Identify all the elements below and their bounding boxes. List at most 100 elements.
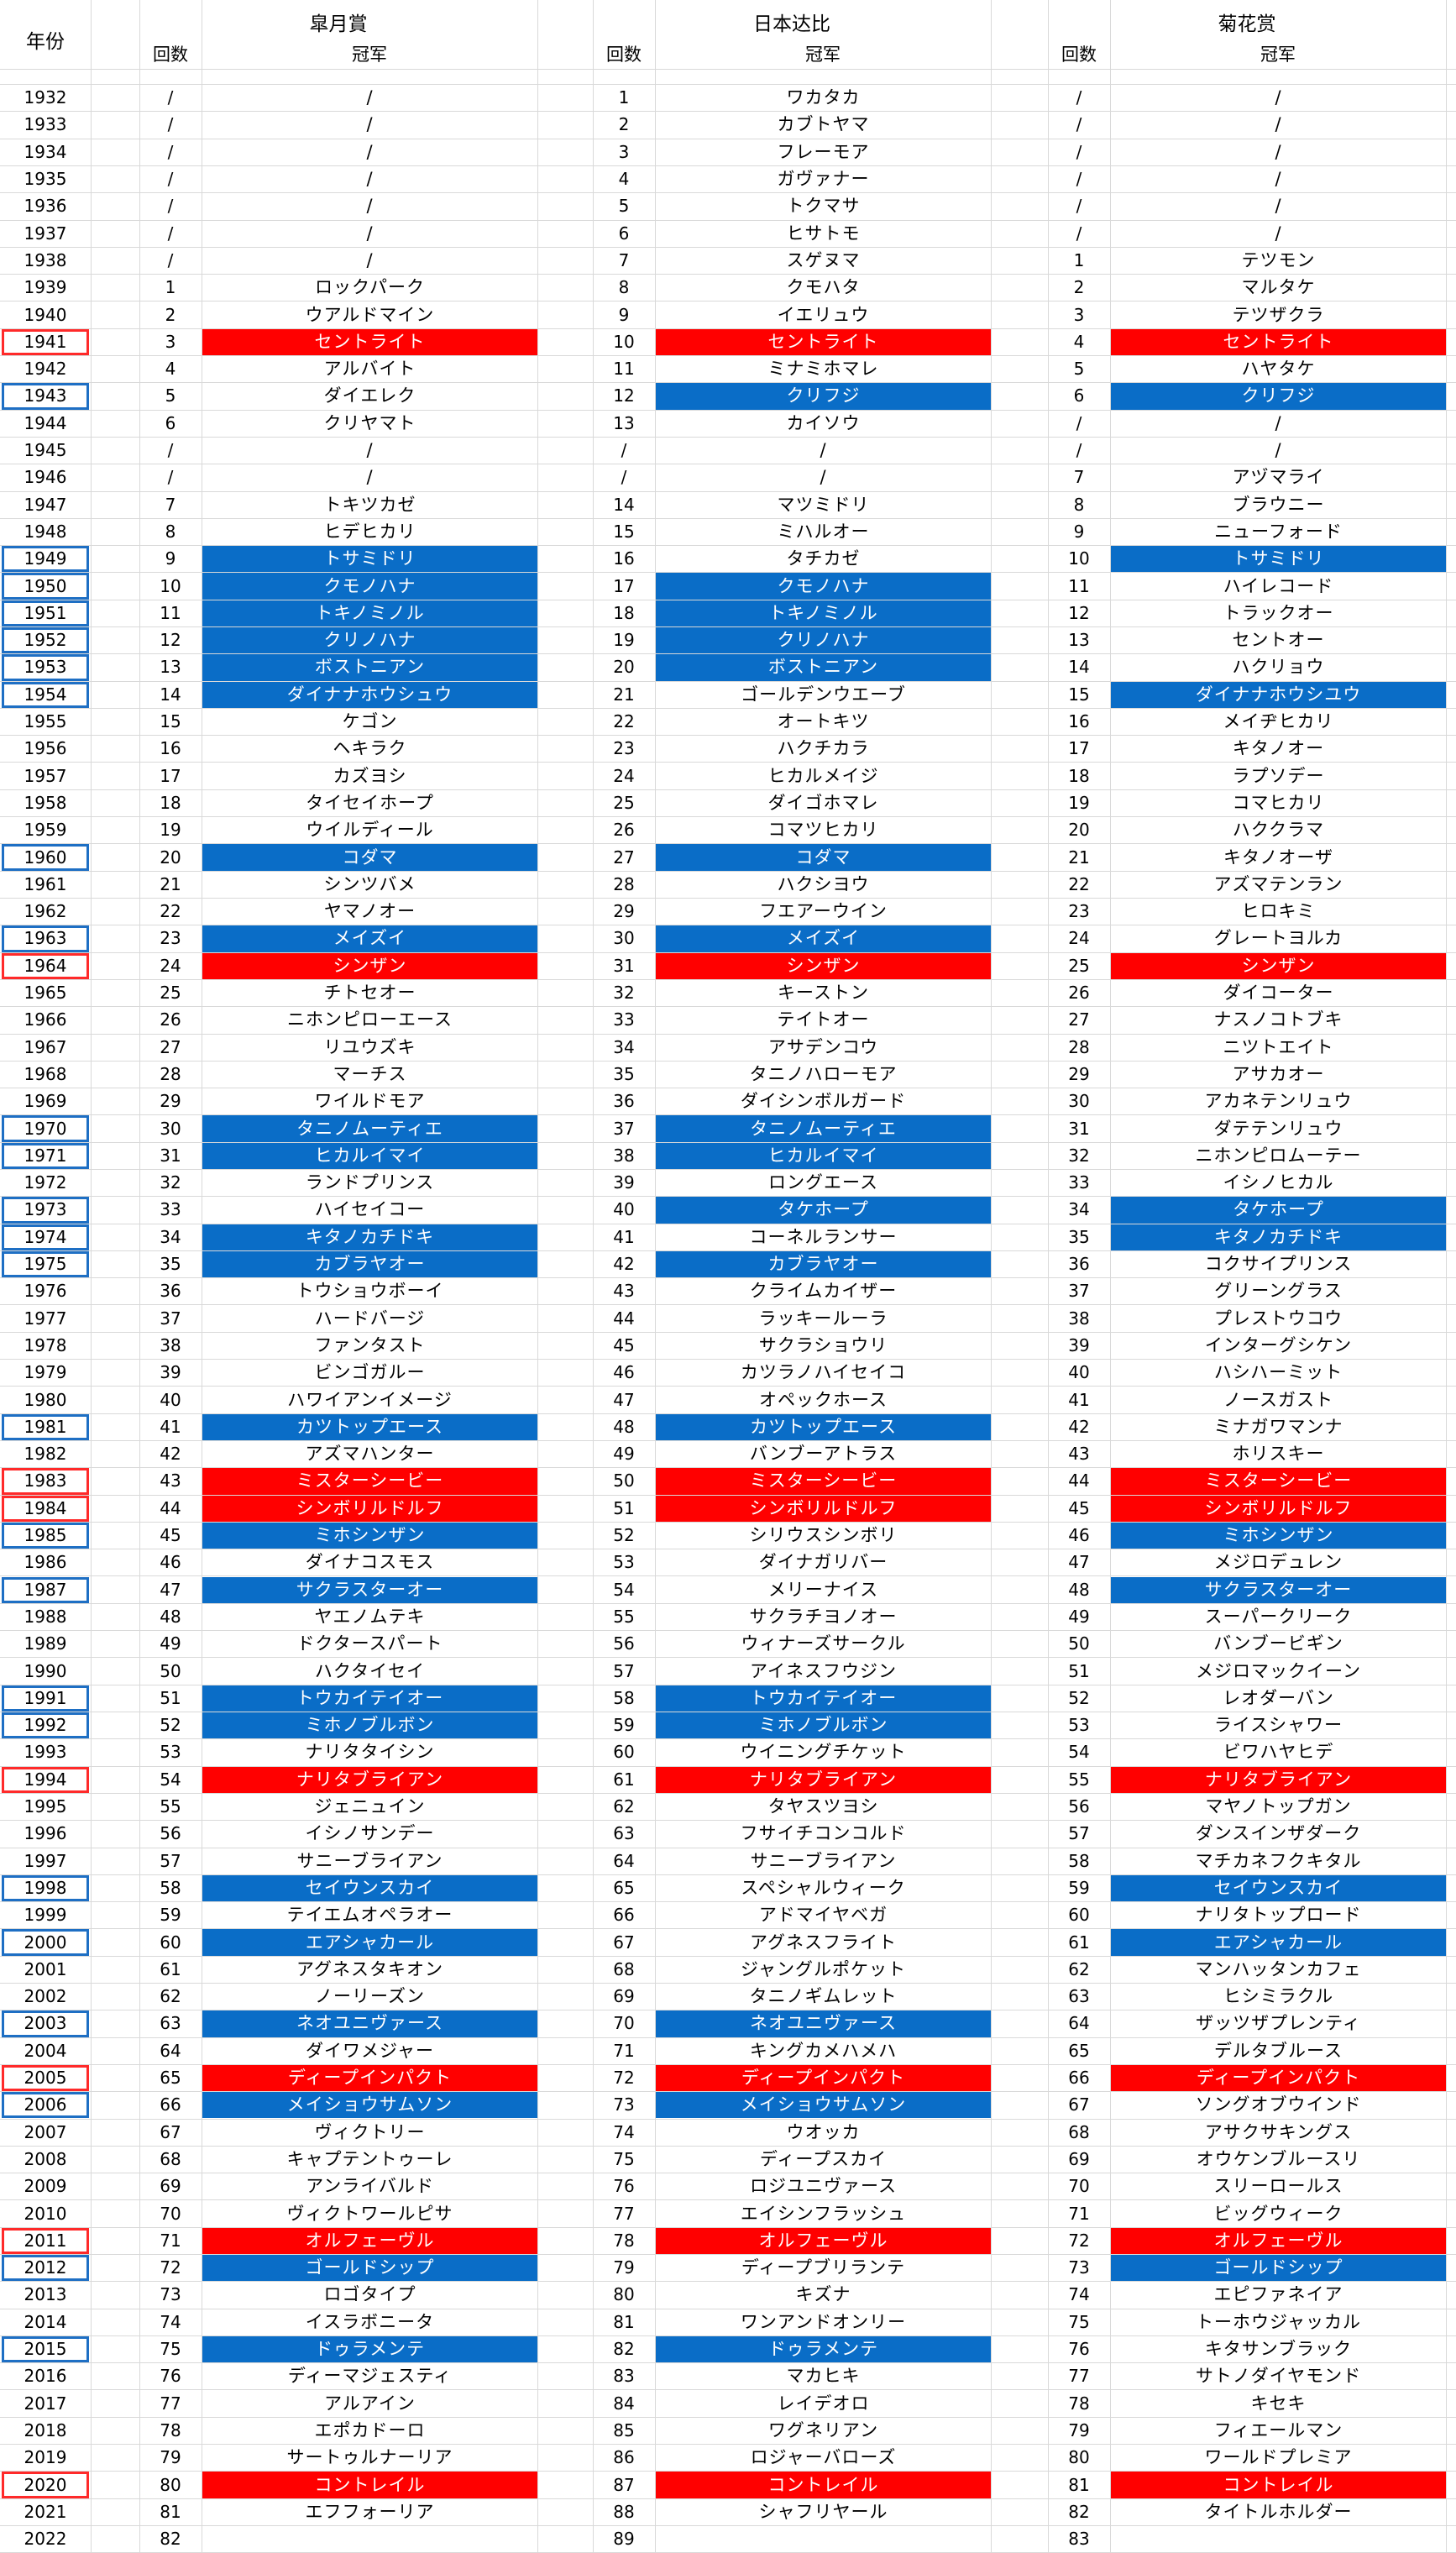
winner-cell: ドゥラメンテ bbox=[656, 2335, 991, 2363]
race-number-cell: 63 bbox=[160, 2013, 181, 2034]
race-number-cell: 24 bbox=[1068, 928, 1090, 949]
grid-line bbox=[0, 1522, 1456, 1523]
year-cell: 1944 bbox=[24, 412, 67, 433]
race-number-cell: / bbox=[167, 249, 174, 270]
race-number-cell: 28 bbox=[160, 1063, 181, 1084]
year-cell: 1991 bbox=[24, 1687, 67, 1708]
winner-cell: タニノギムレット bbox=[749, 1986, 898, 2007]
winner-cell: フエアーウイン bbox=[759, 901, 888, 922]
winner-cell: ゴールドシップ bbox=[1111, 2255, 1446, 2282]
race-number-cell: 67 bbox=[613, 1932, 635, 1953]
winner-cell: カツトップエース bbox=[656, 1413, 991, 1440]
winner-cell: シンボリルドルフ bbox=[1111, 1495, 1446, 1522]
race-number-cell: 55 bbox=[613, 1606, 635, 1627]
race-number-cell: 44 bbox=[1068, 1470, 1090, 1491]
year-highlight-box bbox=[2, 2472, 89, 2498]
year-cell: 2003 bbox=[24, 2013, 67, 2034]
winner-cell: テイエムオペラオー bbox=[286, 1905, 453, 1926]
race-number-cell: 47 bbox=[160, 1579, 181, 1600]
race-number-cell: / bbox=[167, 467, 174, 488]
race-number-cell: 42 bbox=[160, 1444, 181, 1465]
year-cell: 1984 bbox=[24, 1497, 67, 1518]
winner-cell: キズナ bbox=[795, 2284, 851, 2305]
race-number-cell: 11 bbox=[160, 602, 181, 623]
winner-cell: ホリスキー bbox=[1232, 1444, 1325, 1465]
race-number-cell: 29 bbox=[160, 1091, 181, 1112]
race-number-cell: 21 bbox=[613, 684, 635, 705]
year-cell: 1972 bbox=[24, 1172, 67, 1193]
year-cell: 2012 bbox=[24, 2257, 67, 2278]
year-cell: 2018 bbox=[24, 2419, 67, 2440]
race-number-cell: 78 bbox=[613, 2230, 635, 2251]
grid-line bbox=[0, 355, 1456, 356]
year-highlight-box bbox=[2, 600, 89, 626]
race-number-cell: 24 bbox=[160, 955, 181, 976]
year-cell: 1948 bbox=[24, 521, 67, 542]
race-number-cell: 7 bbox=[618, 249, 630, 270]
race-number-cell: 49 bbox=[1068, 1606, 1090, 1627]
winner-cell: カツトップエース bbox=[202, 1413, 537, 1440]
winner-cell: グリーングラス bbox=[1214, 1281, 1343, 1302]
winner-cell: ダイエレク bbox=[323, 385, 416, 406]
winner-cell: セントライト bbox=[202, 328, 537, 355]
grid-line bbox=[0, 518, 1456, 519]
winner-cell: ミナガワマンナ bbox=[1213, 1416, 1343, 1437]
winner-cell bbox=[656, 2526, 991, 2552]
winner-cell: ハクチカラ bbox=[777, 738, 870, 759]
winner-cell: オペックホース bbox=[759, 1389, 888, 1410]
race-number-cell: 14 bbox=[1068, 657, 1090, 678]
winner-cell: アズマテンラン bbox=[1213, 873, 1343, 894]
winner-cell: ウィナーズサークル bbox=[741, 1633, 906, 1654]
race-number-cell: 51 bbox=[1068, 1660, 1090, 1681]
winner-cell: ディーマジェスティ bbox=[287, 2366, 453, 2387]
race-number-cell: / bbox=[167, 196, 174, 217]
winner-cell: トサミドリ bbox=[202, 546, 537, 573]
winner-cell: タイセイホープ bbox=[306, 792, 434, 813]
year-cell: 1956 bbox=[24, 738, 67, 759]
winner-cell: サクラスターオー bbox=[1111, 1576, 1446, 1603]
winner-cell: アヅマライ bbox=[1232, 467, 1325, 488]
year-cell: 1946 bbox=[24, 467, 67, 488]
winner-cell: キセキ bbox=[1250, 2393, 1307, 2414]
winner-cell: サニーブライアン bbox=[750, 1850, 897, 1871]
winner-cell: ネオユニヴァース bbox=[656, 2010, 991, 2037]
race-number-cell: 50 bbox=[1068, 1633, 1090, 1654]
race-number-cell: 84 bbox=[613, 2393, 635, 2414]
year-cell: 2017 bbox=[24, 2393, 67, 2414]
race-number-cell: 51 bbox=[613, 1497, 635, 1518]
winner-cell: ミスターシービー bbox=[1111, 1468, 1446, 1495]
year-cell: 2002 bbox=[24, 1986, 67, 2007]
race-number-cell: 48 bbox=[1068, 1579, 1090, 1600]
race-number-cell: 18 bbox=[160, 792, 181, 813]
winner-cell: ロングエース bbox=[768, 1172, 878, 1193]
race-number-cell: 64 bbox=[1068, 2013, 1090, 2034]
race-number-cell: 30 bbox=[1068, 1091, 1090, 1112]
race-number-cell: 10 bbox=[1068, 548, 1090, 569]
race-number-cell: 62 bbox=[613, 1796, 635, 1817]
race-number-cell: 21 bbox=[1068, 847, 1090, 868]
winner-cell: ナリタブライアン bbox=[202, 1766, 537, 1793]
race-number-cell: 2 bbox=[165, 304, 176, 325]
race-number-cell: 36 bbox=[1068, 1254, 1090, 1275]
winner-cell: サクラチヨノオー bbox=[749, 1606, 898, 1627]
year-highlight-box bbox=[2, 1874, 89, 1902]
race-number-cell: 54 bbox=[1068, 1742, 1090, 1763]
winner-cell: キタサンブラック bbox=[1204, 2339, 1353, 2360]
winner-cell: ミナミホマレ bbox=[767, 359, 879, 380]
grid-line bbox=[0, 1820, 1456, 1821]
year-cell: 1951 bbox=[24, 602, 67, 623]
race-number-cell: 34 bbox=[1068, 1199, 1090, 1220]
winner-cell: タニノハローモア bbox=[749, 1063, 898, 1084]
winner-cell: カツラノハイセイコ bbox=[740, 1362, 907, 1383]
winner-cell: フィエールマン bbox=[1213, 2419, 1343, 2440]
winner-cell: ヒデヒカリ bbox=[323, 521, 416, 542]
grid-line bbox=[0, 545, 1456, 546]
winner-cell: サクラスターオー bbox=[202, 1576, 537, 1603]
race-number-cell: 70 bbox=[613, 2013, 635, 2034]
winner-header: 冠军 bbox=[352, 44, 387, 65]
year-cell: 1975 bbox=[24, 1254, 67, 1275]
winner-cell: ダイナコスモス bbox=[305, 1552, 435, 1573]
race-number-cell: 44 bbox=[613, 1308, 635, 1329]
grid-line bbox=[0, 111, 1456, 112]
